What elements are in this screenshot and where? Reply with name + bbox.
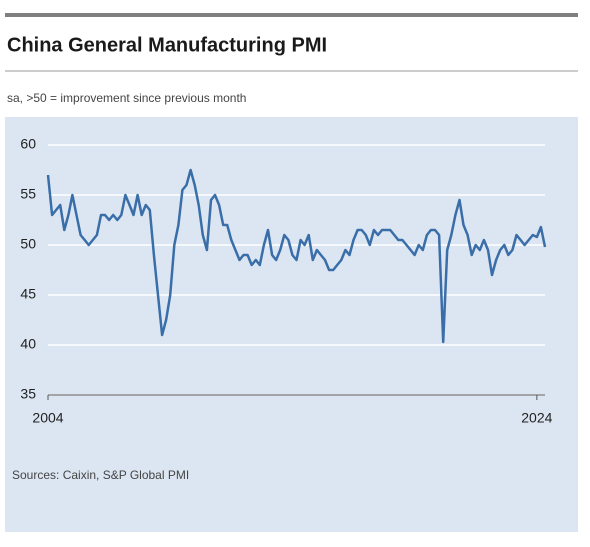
chart-title: China General Manufacturing PMI <box>7 34 327 56</box>
x-tick-label: 2004 <box>32 410 63 426</box>
y-tick-label: 50 <box>20 236 36 252</box>
y-tick-label: 45 <box>20 286 36 302</box>
plot-panel <box>5 117 578 532</box>
y-tick-label: 55 <box>20 186 36 202</box>
x-tick-label: 2024 <box>521 410 552 426</box>
source: Sources: Caixin, S&P Global PMI <box>12 468 189 482</box>
top-rule <box>5 13 578 17</box>
y-tick-label: 40 <box>20 336 36 352</box>
subtitle: sa, >50 = improvement since previous mon… <box>7 91 246 105</box>
y-tick-label: 60 <box>20 136 36 152</box>
pmi-line <box>46 168 547 344</box>
y-tick-label: 35 <box>20 386 36 402</box>
